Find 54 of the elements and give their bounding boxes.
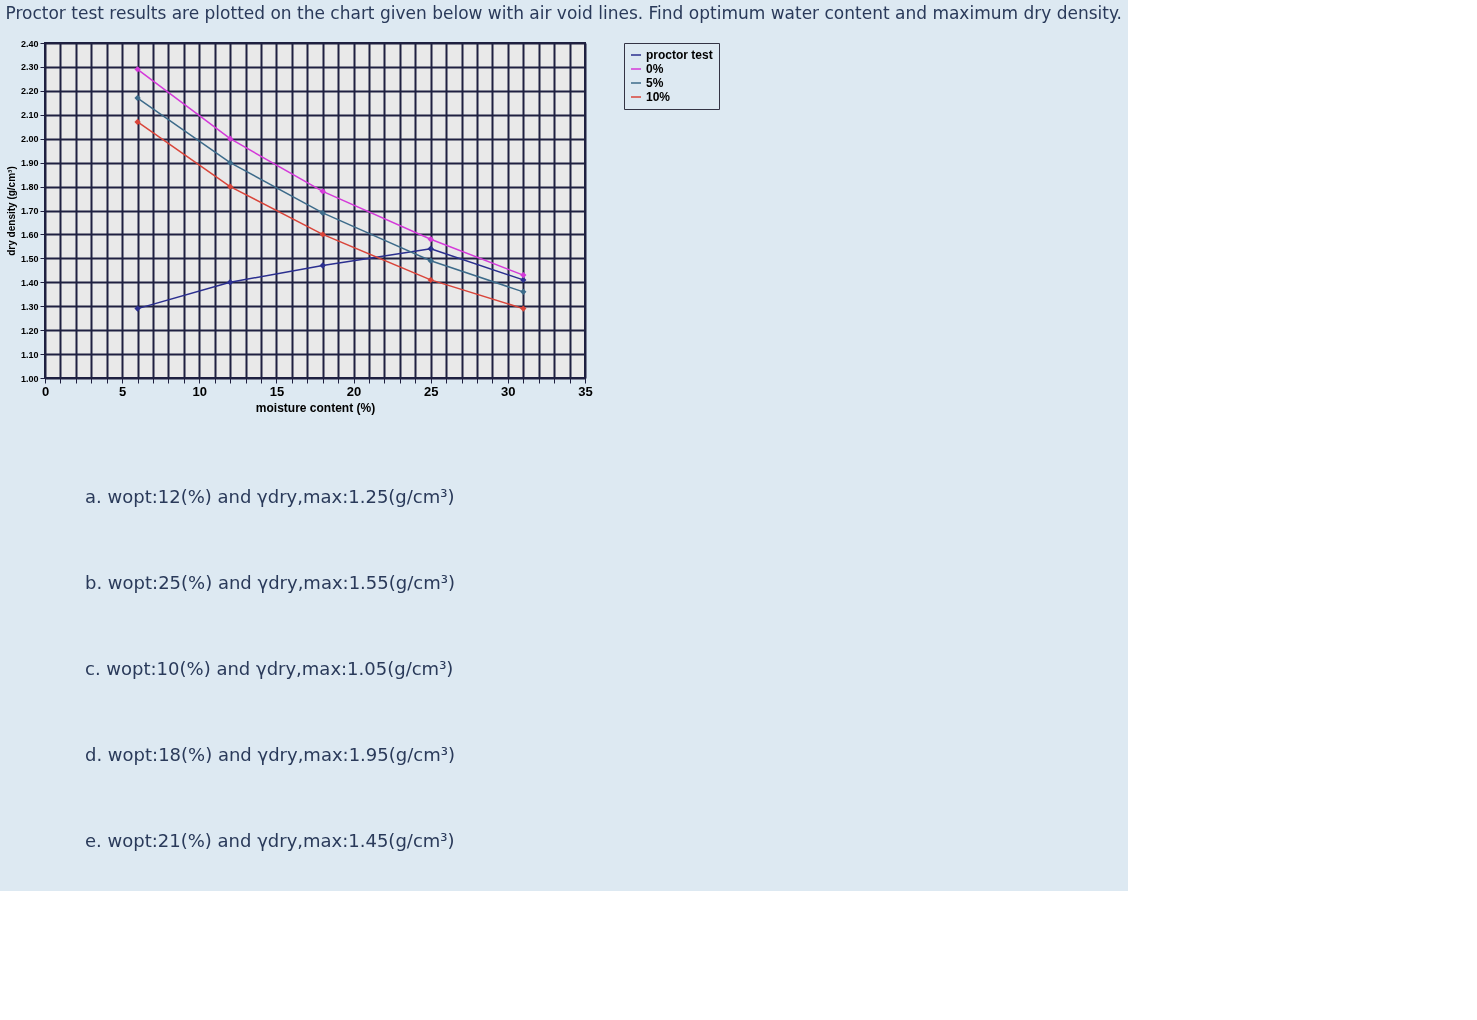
y-tick-label: 2.20: [20, 86, 39, 97]
point: [319, 209, 326, 217]
x-tick-label: 5: [119, 383, 127, 399]
y-tick-label: 1.50: [20, 253, 39, 264]
x-tick-label: 35: [578, 383, 593, 399]
x-tick-label: 0: [41, 383, 50, 399]
x-tick-label: 30: [501, 383, 516, 399]
text: b. wopt:25(%) and γdry,max:1.55(g/cm³): [85, 572, 455, 593]
y-tick-label: 2.00: [20, 134, 39, 145]
point: [427, 257, 434, 264]
point: [520, 288, 527, 296]
point: [134, 305, 141, 312]
point: [134, 94, 141, 102]
x-tick-label: 25: [423, 383, 439, 399]
legend-label: proctor test: [646, 48, 713, 62]
legend-label: 5%: [646, 76, 664, 90]
point: [134, 118, 141, 126]
point: [226, 159, 234, 166]
point: [226, 279, 234, 286]
y-tick-label: 1.40: [20, 277, 39, 288]
point: [427, 236, 434, 243]
point: [319, 231, 326, 238]
point: [520, 271, 527, 279]
y-tick-label: 1.70: [20, 206, 39, 216]
y-tick-label: 1.30: [20, 301, 39, 312]
x-tick-label: 15: [269, 383, 285, 399]
point: [427, 276, 434, 284]
y-tick-label: 1.00: [20, 373, 39, 384]
y-tick-label: 1.10: [20, 349, 39, 360]
y-tick-label: 2.40: [20, 38, 39, 49]
point: [520, 305, 527, 312]
point: [134, 66, 141, 73]
point: [226, 183, 234, 190]
text: a. wopt:12(%) and γdry,max:1.25(g/cm³): [85, 486, 455, 507]
x-tick-label: 10: [192, 383, 208, 399]
y-tick-label: 2.10: [20, 110, 39, 121]
y-tick-label: 1.80: [20, 182, 39, 193]
legend-label: 10%: [646, 90, 671, 104]
y-tick-label: 1.90: [20, 158, 39, 169]
y-tick-label: 1.20: [20, 325, 39, 336]
x-tick-label: 20: [346, 383, 362, 399]
y-axis-title: dry density (g/cm³): [5, 166, 17, 256]
y-tick-label: 2.30: [20, 62, 39, 73]
text: c. wopt:10(%) and γdry,max:1.05(g/cm³): [85, 658, 454, 679]
point: [319, 262, 326, 269]
point: [319, 188, 326, 195]
chart-title: Proctor test results are plotted on the chart given below with air void lines. Find optimum water content and maximum dry density.: [5, 3, 1123, 23]
text: d. wopt:18(%) and γdry,max:1.95(g/cm³): [85, 744, 455, 765]
point: [226, 135, 234, 142]
x-axis-title: moisture content (%): [255, 400, 376, 415]
y-tick-label: 1.60: [20, 229, 39, 240]
text: e. wopt:21(%) and γdry,max:1.45(g/cm³): [85, 830, 455, 851]
point: [427, 245, 434, 252]
legend-label: 0%: [646, 62, 664, 76]
